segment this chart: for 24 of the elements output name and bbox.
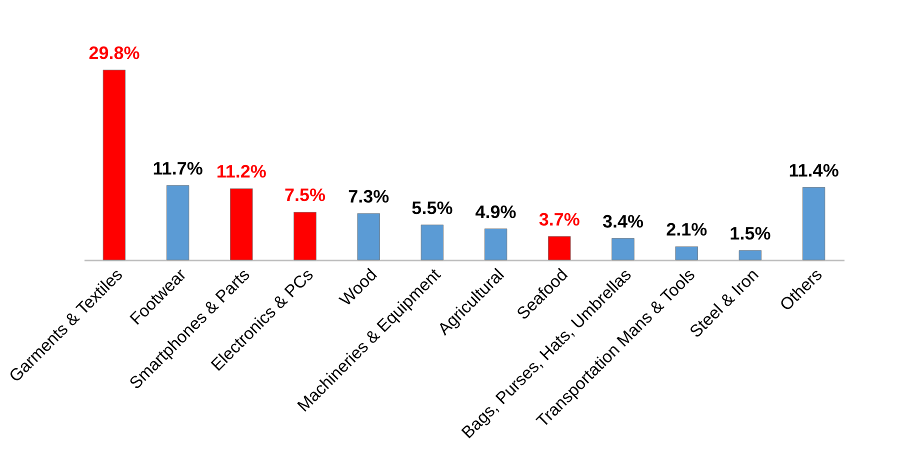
data-label: 3.4% (602, 211, 644, 232)
bar (294, 212, 316, 260)
data-label: 3.7% (538, 209, 580, 230)
data-label: 11.2% (216, 162, 266, 182)
data-label: 4.9% (475, 202, 516, 222)
bar (102, 70, 126, 260)
bar (738, 250, 762, 260)
data-label: 1.5% (730, 223, 771, 244)
bar (357, 213, 380, 260)
data-label: 7.3% (348, 186, 390, 206)
bar (802, 187, 826, 260)
bar (675, 246, 698, 260)
data-label: 5.5% (412, 198, 453, 218)
bar (420, 224, 444, 260)
bar (548, 236, 571, 260)
bar (484, 228, 508, 260)
data-label: 29.8% (88, 43, 140, 63)
bar (612, 238, 634, 260)
data-label: 11.7% (152, 158, 203, 178)
data-label: 11.4% (788, 160, 839, 180)
bar (230, 188, 253, 260)
data-label: 7.5% (284, 185, 326, 206)
bar (166, 185, 190, 260)
data-label: 2.1% (666, 220, 708, 240)
